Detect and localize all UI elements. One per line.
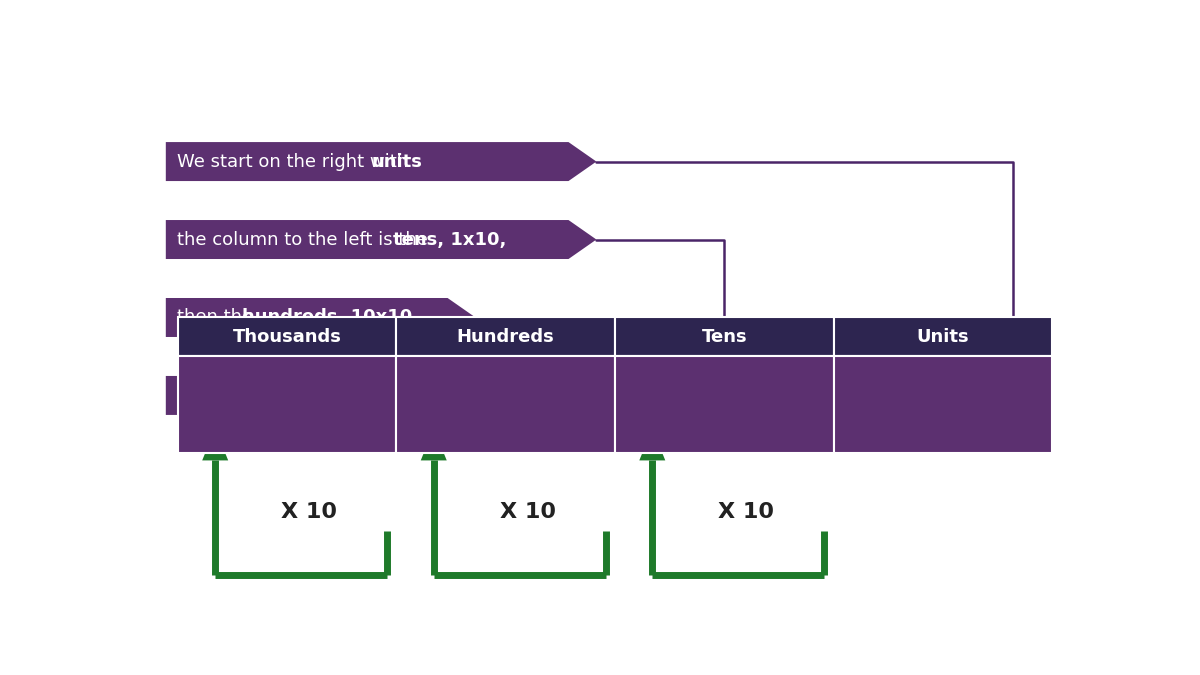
Polygon shape [421,429,446,460]
Text: hundreds, 10x10,: hundreds, 10x10, [242,308,419,327]
FancyBboxPatch shape [616,356,834,453]
FancyBboxPatch shape [834,317,1052,356]
Text: Units: Units [917,328,970,346]
Text: We start on the right with: We start on the right with [176,153,414,171]
Text: then: then [176,387,223,404]
Polygon shape [166,298,475,337]
Text: Hundreds: Hundreds [457,328,554,346]
FancyBboxPatch shape [396,317,616,356]
Text: thousands, 10x10x10, etc: thousands, 10x10x10, etc [214,387,474,404]
FancyBboxPatch shape [396,356,616,453]
Polygon shape [640,429,665,460]
Polygon shape [166,376,475,415]
Text: X 10: X 10 [281,502,337,522]
Text: then the: then the [176,308,259,327]
Text: X 10: X 10 [499,502,556,522]
Polygon shape [166,142,596,181]
Text: X 10: X 10 [719,502,774,522]
Text: Tens: Tens [702,328,748,346]
FancyBboxPatch shape [178,356,396,453]
FancyBboxPatch shape [834,356,1052,453]
Polygon shape [166,220,596,259]
FancyBboxPatch shape [616,317,834,356]
Text: Thousands: Thousands [233,328,342,346]
Text: the column to the left is the: the column to the left is the [176,231,433,248]
Text: units: units [372,153,422,171]
Polygon shape [202,429,228,460]
Text: tens, 1x10,: tens, 1x10, [394,231,506,248]
FancyBboxPatch shape [178,317,396,356]
